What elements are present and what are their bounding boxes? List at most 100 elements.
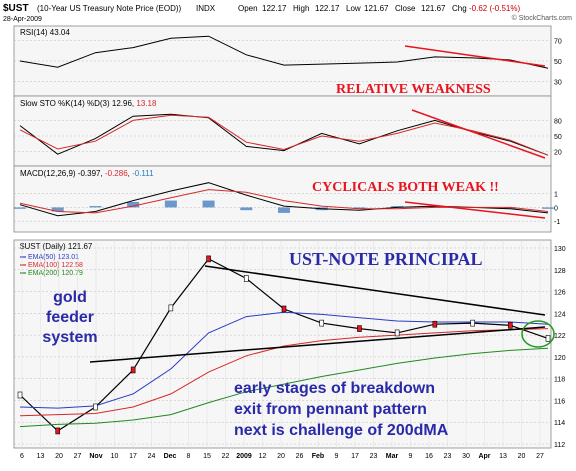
- x-tick-label: 15: [203, 453, 211, 460]
- svg-text:next is challenge of 200dMA: next is challenge of 200dMA: [234, 422, 449, 439]
- ema-legend: EMA(50) 123.01 EMA(100) 122.58 EMA(200) …: [20, 254, 83, 277]
- price-tick-label: 126: [554, 290, 566, 297]
- price-candle: [545, 335, 551, 342]
- sto-label: Slow STO %K(14) %D(3) 12.96, 13.18: [20, 99, 157, 108]
- x-tick-label: 2009: [236, 453, 252, 460]
- svg-text:exit from pennant pattern: exit from pennant pattern: [234, 401, 427, 418]
- macd-histogram-bar: [202, 200, 215, 208]
- x-tick-label: 30: [462, 453, 470, 460]
- x-tick-label: 27: [536, 453, 544, 460]
- macd-histogram-bar: [51, 207, 64, 212]
- x-tick-label: 20: [55, 453, 63, 460]
- x-tick-label: 23: [444, 453, 452, 460]
- trendlines: [89, 45, 555, 363]
- price-tick-label: 124: [554, 311, 566, 318]
- svg-text:Close: Close: [395, 4, 416, 13]
- price-label: $UST (Daily) 121.67: [20, 242, 93, 251]
- x-tick-label: 13: [37, 453, 45, 460]
- rsi-line: [19, 35, 549, 69]
- price-tick-label: 130: [554, 246, 566, 253]
- gold-feeder-note: gold feeder system: [42, 289, 97, 346]
- x-tick-label: Dec: [164, 453, 177, 460]
- rsi-tick-label: 30: [554, 80, 562, 87]
- y-tick-labels: 70 50 30 80 50 20 1 0 -1 130 128 126 124 122 120 118 116…: [554, 38, 566, 449]
- price-panel: [13, 239, 552, 449]
- price-candle: [470, 319, 475, 327]
- price-candle: [243, 275, 249, 282]
- svg-text:EMA(100) 122.58: EMA(100) 122.58: [28, 262, 83, 269]
- svg-text:121.67: 121.67: [421, 4, 446, 13]
- cyclicals-note: CYCLICALS BOTH WEAK !!: [312, 180, 499, 195]
- x-tick-label: 6: [20, 453, 24, 460]
- price-candle: [319, 319, 325, 327]
- price-candle: [206, 255, 211, 263]
- macd-label: MACD(12,26,9) -0.397, -0.286, -0.111: [20, 169, 154, 178]
- svg-text:early stages of breakdown: early stages of breakdown: [234, 380, 435, 397]
- price-candle: [394, 329, 400, 337]
- macd-histogram-bar: [127, 201, 140, 208]
- x-tick-label: 20: [518, 453, 526, 460]
- macd-histogram-bar: [391, 206, 404, 208]
- sto-tick-label: 50: [554, 134, 562, 141]
- svg-text:Chg: Chg: [452, 4, 467, 13]
- svg-text:122.17: 122.17: [315, 4, 340, 13]
- relative-weakness-note: RELATIVE WEAKNESS: [336, 82, 491, 97]
- macd-histogram-bar: [89, 206, 102, 208]
- macd-histogram-bar: [353, 207, 366, 209]
- ema200-line: [19, 347, 549, 428]
- x-tick-label: 12: [259, 453, 267, 460]
- x-tick-label: 23: [370, 453, 378, 460]
- svg-text:Low: Low: [346, 4, 361, 13]
- svg-text:121.67: 121.67: [364, 4, 389, 13]
- x-tick-label: 17: [129, 453, 137, 460]
- ohlc-readout: Open 122.17 High 122.17 Low 121.67 Close 121…: [238, 4, 520, 13]
- macd-tick-label: 0: [554, 205, 558, 212]
- price-candle: [432, 320, 438, 328]
- x-tick-label: 10: [111, 453, 119, 460]
- rsi-tick-label: 50: [554, 59, 562, 66]
- sto-d-line: [19, 114, 549, 156]
- price-tick-label: 122: [554, 333, 566, 340]
- price-tick-label: 114: [554, 420, 565, 427]
- price-candle: [507, 322, 513, 329]
- ema100-line: [19, 328, 549, 417]
- macd-tick-label: -1: [554, 219, 560, 226]
- macd-signal-line: [19, 189, 549, 214]
- price-candle: [93, 403, 98, 411]
- ust-title-note: UST-NOTE PRINCIPAL: [289, 249, 483, 269]
- symbol-title: $UST: [3, 3, 29, 14]
- x-tick-label: Mar: [386, 453, 399, 460]
- x-tick-label: 20: [277, 453, 285, 460]
- svg-text:EMA(200) 120.79: EMA(200) 120.79: [28, 270, 83, 277]
- price-candle: [130, 366, 136, 374]
- exchange-label: INDX: [196, 4, 216, 13]
- price-candle: [17, 391, 23, 399]
- svg-text:EMA(50) 123.01: EMA(50) 123.01: [28, 254, 79, 261]
- rsi-label: RSI(14) 43.04: [20, 28, 70, 37]
- svg-text:system: system: [42, 329, 97, 346]
- date-label: 28-Apr-2009: [3, 16, 42, 23]
- price-tick-label: 128: [554, 268, 566, 275]
- sto-tick-label: 20: [554, 150, 562, 157]
- sto-tick-label: 80: [554, 118, 562, 125]
- macd-histogram-bar: [428, 206, 441, 208]
- x-tick-label: 22: [222, 453, 230, 460]
- x-tick-label: 27: [74, 453, 82, 460]
- macd-histogram-bar: [542, 207, 554, 209]
- svg-text:-0.62 (-0.51%): -0.62 (-0.51%): [469, 4, 520, 13]
- price-tick-label: 112: [554, 442, 565, 449]
- svg-text:High: High: [293, 4, 309, 13]
- price-candle: [281, 305, 287, 313]
- macd-histogram-bar: [240, 207, 253, 211]
- price-candle: [357, 325, 362, 332]
- x-tick-label: 8: [187, 453, 191, 460]
- x-tick-label: 26: [296, 453, 304, 460]
- price-tick-label: 116: [554, 398, 565, 405]
- macd-histogram-bar: [14, 207, 26, 209]
- price-candle: [168, 304, 174, 312]
- breakdown-note: early stages of breakdown exit from penn…: [234, 380, 449, 439]
- svg-text:feeder: feeder: [46, 309, 94, 326]
- svg-text:gold: gold: [53, 289, 87, 306]
